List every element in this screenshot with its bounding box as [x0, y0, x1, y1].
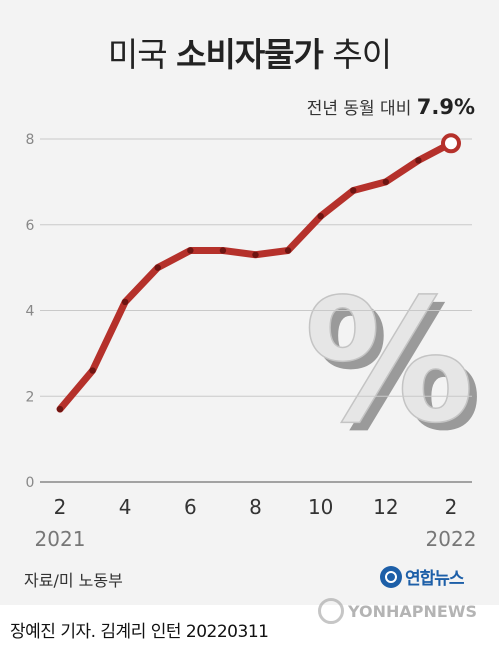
y-tick-label: 2: [26, 389, 35, 405]
data-point: [187, 247, 194, 254]
line-chart: %% 0 2 4 6 8 2 4 6 8 10 12 2 2021 2022 전년 동월 대비 7.9%: [26, 95, 483, 551]
watermark-icon: [318, 598, 344, 624]
data-point: [284, 247, 292, 254]
watermark-text: YONHAPNEWS: [348, 601, 477, 621]
data-point: [154, 264, 161, 271]
title-part-2: 추이: [332, 35, 392, 74]
watermark: YONHAPNEWS: [318, 598, 477, 624]
percent-graphic: %%: [303, 262, 482, 469]
x-tick-label: 2: [54, 495, 67, 519]
data-point: [415, 157, 422, 164]
yonhap-logo: 연합뉴스: [380, 564, 465, 589]
yonhap-logo-icon: [380, 565, 402, 588]
title-part-1: 미국: [107, 35, 168, 74]
y-tick-label: 6: [26, 218, 35, 234]
chart-panel: [0, 0, 499, 605]
x-tick-label: 2: [445, 495, 458, 519]
annotation-label: 전년 동월 대비 7.9%: [307, 95, 475, 119]
data-point: [219, 247, 227, 254]
data-point: [350, 187, 357, 194]
data-point: [252, 251, 259, 258]
year-label: 2021: [35, 527, 86, 551]
data-point-last: [441, 133, 461, 154]
x-tick-label: 4: [119, 495, 132, 519]
x-tick-label: 10: [308, 495, 333, 519]
svg-text:%: %: [304, 263, 474, 461]
x-tick-label: 8: [249, 495, 262, 519]
year-label: 2022: [426, 527, 477, 551]
source-text: 자료/미 노동부: [24, 571, 123, 590]
y-tick-label: 4: [26, 304, 35, 320]
yonhap-logo-text: 연합뉴스: [405, 569, 465, 589]
chart-title: 미국 소비자물가 추이: [0, 28, 499, 76]
y-tick-label: 0: [26, 475, 35, 491]
x-tick-label: 12: [373, 495, 398, 519]
svg-text:%: %: [312, 271, 482, 469]
data-point: [121, 298, 129, 306]
credit-text: 장예진 기자. 김계리 인턴 20220311: [10, 622, 269, 642]
data-point: [56, 405, 64, 413]
data-point: [317, 212, 324, 220]
data-point: [382, 178, 390, 186]
y-tick-label: 8: [26, 132, 35, 148]
title-part-bold: 소비자물가: [176, 35, 324, 74]
data-point: [89, 367, 96, 374]
x-tick-label: 6: [184, 495, 197, 519]
